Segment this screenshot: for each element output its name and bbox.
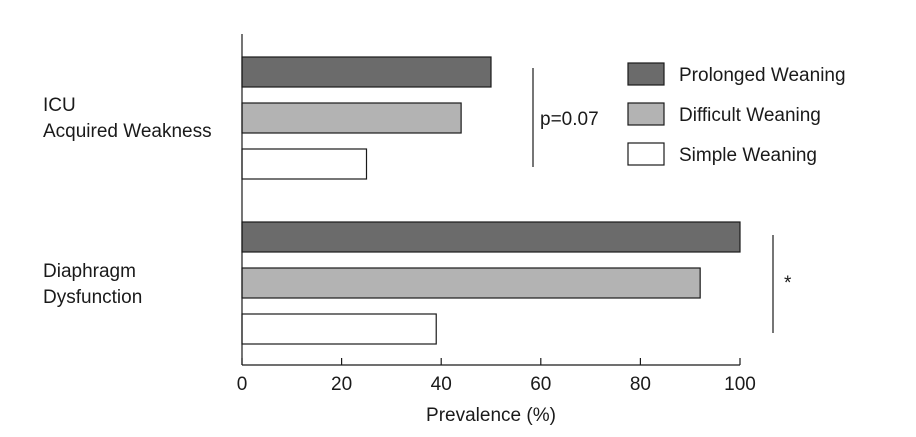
x-axis-title: Prevalence (%) [426,405,556,426]
x-tick-label: 0 [237,374,248,395]
x-tick-label: 60 [530,374,551,395]
x-ticks: 0 20 40 60 80 100 [237,358,756,395]
bar-dysfunction-difficult-weaning [241,267,701,299]
x-tick-label: 20 [331,374,352,395]
legend-swatch-simple-weaning [627,142,665,166]
x-tick-label: 40 [431,374,452,395]
category-labels: ICU Acquired Weakness Diaphragm Dysfunction [43,95,212,308]
legend-swatch-difficult-weaning [627,102,665,126]
bar-dysfunction-prolonged-weaning [241,221,741,253]
legend-label-prolonged-weaning: Prolonged Weaning [679,65,846,86]
category-label: Acquired Weakness [43,121,212,142]
significance-annotations: p=0.07 * [532,68,792,333]
bar-acquired-weakness-simple-weaning [241,148,368,180]
bar-acquired-weakness-prolonged-weaning [241,56,492,88]
axes [241,34,740,366]
bars-group [241,56,741,345]
legend-label-simple-weaning: Simple Weaning [679,145,817,166]
p-value-label: p=0.07 [540,109,599,130]
x-tick-label: 100 [724,374,756,395]
x-tick-label: 80 [630,374,651,395]
bar-dysfunction-simple-weaning [241,313,437,345]
category-label: Dysfunction [43,287,142,308]
bar-acquired-weakness-difficult-weaning [241,102,462,134]
category-label: Diaphragm [43,261,136,282]
legend: Prolonged Weaning Difficult Weaning Simple… [627,62,846,166]
significance-star: * [784,273,792,294]
legend-swatch-prolonged-weaning [627,62,665,86]
legend-label-difficult-weaning: Difficult Weaning [679,105,821,126]
category-label: ICU [43,95,76,116]
